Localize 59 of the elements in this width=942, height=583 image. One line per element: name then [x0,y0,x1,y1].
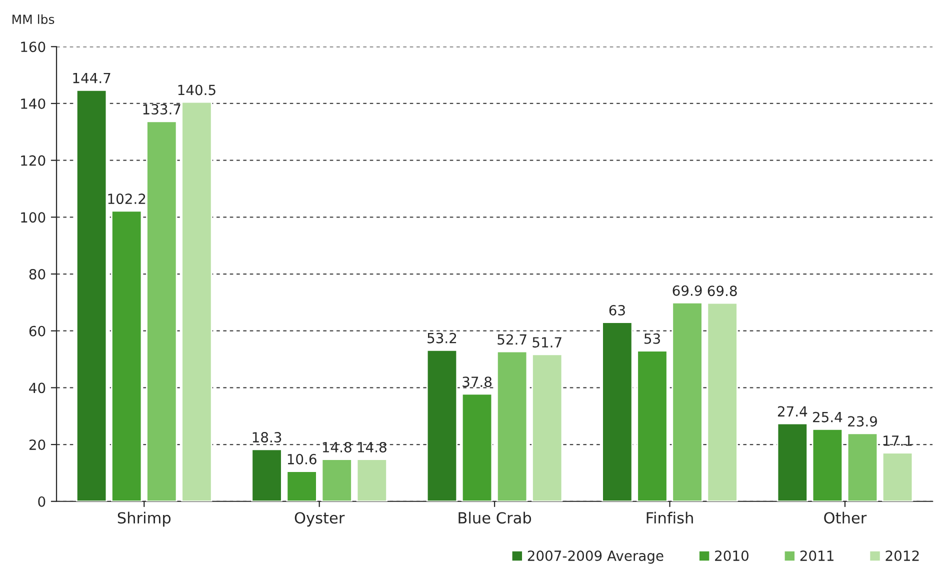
legend-label: 2010 [715,550,748,562]
data-label: 10.6 [288,454,316,464]
bar [846,432,878,502]
bar [111,210,142,502]
data-label: 69.8 [708,286,737,296]
y-tick-label: 120 [21,155,46,166]
data-label: 17.1 [884,436,912,446]
data-label: 140.5 [178,84,216,96]
y-tick-label: 140 [21,98,46,109]
data-label: 25.4 [813,412,842,422]
data-label: 53.2 [428,332,456,344]
data-label: 18.3 [252,432,282,443]
bar [602,322,633,502]
bar [776,422,808,502]
y-tick-label: 60 [29,326,46,336]
data-label: 52.7 [498,334,526,345]
data-label: 14.8 [322,442,352,452]
bar [251,448,282,502]
bar [882,452,914,502]
bar [812,428,844,502]
data-label: 27.4 [778,406,808,416]
bar [426,349,458,502]
data-label: 37.8 [462,376,492,388]
x-tick-label: Other [824,512,867,524]
bar [532,354,563,502]
y-tick-label: 160 [21,42,46,52]
bar [461,393,493,502]
data-label: 51.7 [532,337,562,348]
bar [146,120,178,502]
data-label: 144.7 [73,72,110,84]
data-label: 133.7 [143,104,180,115]
data-label: 69.9 [672,285,702,296]
bar [496,350,528,502]
data-label: 14.8 [358,442,386,452]
x-tick-label: Oyster [294,512,345,527]
bar [76,89,108,502]
bar [636,350,668,502]
bar [706,302,738,502]
bar [321,458,352,502]
y-tick-label: 20 [29,440,46,450]
y-axis-title: MM lbs [12,14,54,24]
legend-label: 2011 [800,550,834,562]
data-label: 63 [609,304,625,316]
y-tick-label: 80 [29,268,46,280]
bar [356,458,388,502]
x-tick-label: Blue Crab [458,512,532,524]
bar [672,302,703,502]
bar [181,101,212,502]
y-tick-label: 40 [29,382,46,394]
x-tick-label: Shrimp [118,512,171,527]
y-tick-label: 100 [21,212,46,223]
bar [286,470,318,502]
data-label: 53 [644,333,660,344]
data-label: 102.2 [108,194,146,204]
legend-label: 2012 [886,550,919,562]
legend-label: 2007-2009 Average [528,550,664,564]
data-label: 23.9 [848,416,877,427]
y-tick-label: 0 [38,496,46,507]
x-tick-label: Finfish [646,512,693,524]
